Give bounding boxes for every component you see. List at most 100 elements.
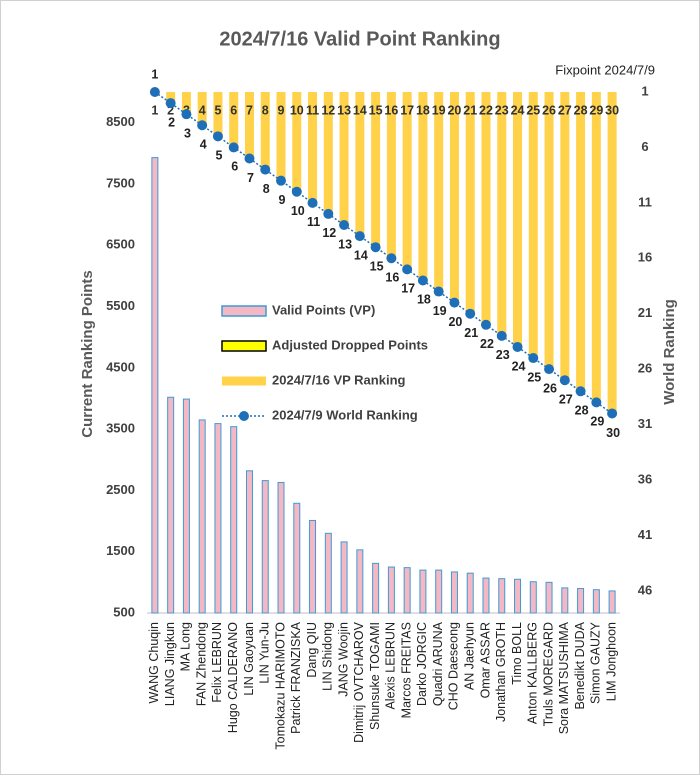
points-bar xyxy=(561,587,569,614)
ranking-label: 14 xyxy=(354,248,368,262)
points-bar xyxy=(435,569,443,614)
ranking-marker xyxy=(339,220,350,231)
rank-bar xyxy=(576,92,586,392)
ranking-label: 15 xyxy=(370,259,384,273)
ranking-label: 13 xyxy=(338,237,352,251)
x-tick-label: Benedikt DUDA xyxy=(573,621,587,709)
rank-bar xyxy=(465,92,475,314)
rank-bar-label: 22 xyxy=(479,103,493,117)
rank-bar-label: 15 xyxy=(369,103,383,117)
y2-tick-label: 11 xyxy=(638,194,652,209)
rank-bar xyxy=(181,92,191,115)
x-tick-label: Jonathan GROTH xyxy=(494,622,508,722)
ranking-marker xyxy=(402,264,413,275)
points-bar xyxy=(182,398,190,614)
ranking-marker xyxy=(244,153,255,164)
ranking-marker xyxy=(386,253,397,264)
points-bar xyxy=(340,541,348,614)
ranking-marker xyxy=(528,353,539,364)
legend-swatch xyxy=(221,340,267,352)
rank-bar xyxy=(418,92,428,281)
ranking-marker xyxy=(291,186,302,197)
rank-bar-label: 25 xyxy=(526,103,540,117)
ranking-marker xyxy=(496,330,507,341)
x-tick-label: Patrick FRANZISKA xyxy=(289,621,303,733)
subtitle: Fixpoint 2024/7/9 xyxy=(555,62,655,77)
ranking-marker xyxy=(559,375,570,386)
ranking-label: 30 xyxy=(606,426,620,440)
points-bar xyxy=(498,578,506,614)
x-tick-label: LIANG Jingkun xyxy=(163,622,177,706)
rank-bar-label: 20 xyxy=(447,103,461,117)
rank-bar xyxy=(371,92,381,248)
x-tick-label: Dang QIU xyxy=(305,622,319,678)
ranking-marker xyxy=(480,319,491,330)
x-tick-label: Felix LEBRUN xyxy=(210,622,224,703)
rank-bar-label: 27 xyxy=(558,103,572,117)
rank-bar xyxy=(497,92,507,336)
rank-bar-label: 18 xyxy=(416,103,430,117)
rank-bar-label: 4 xyxy=(199,103,206,117)
rank-bar xyxy=(481,92,491,325)
points-bar xyxy=(293,502,301,614)
rank-bar xyxy=(292,92,302,192)
rank-bar-label: 5 xyxy=(214,103,221,117)
ranking-label: 2 xyxy=(168,115,175,129)
rank-bar xyxy=(449,92,459,303)
y2-tick-label: 1 xyxy=(641,83,648,98)
x-tick-label: LIN Yun-Ju xyxy=(258,622,272,684)
rank-bar-label: 1 xyxy=(151,103,158,117)
y-tick-label: 5500 xyxy=(106,298,135,313)
ranking-label: 22 xyxy=(480,337,494,351)
ranking-label: 27 xyxy=(559,393,573,407)
rank-bar xyxy=(276,92,286,181)
points-bar xyxy=(419,569,427,614)
points-bar xyxy=(545,581,553,614)
ranking-label: 17 xyxy=(401,282,415,296)
points-bar xyxy=(167,396,175,614)
rank-bar-label: 6 xyxy=(230,103,237,117)
y2-tick-label: 31 xyxy=(638,416,652,431)
rank-bar-label: 28 xyxy=(574,103,588,117)
rank-bar-label: 9 xyxy=(278,103,285,117)
rank-bar-label: 10 xyxy=(290,103,304,117)
y-tick-label: 3500 xyxy=(106,421,135,436)
rank-bar xyxy=(402,92,412,270)
rank-bar xyxy=(607,92,617,414)
rank-bar xyxy=(591,92,601,403)
x-tick-label: Dimitrij OVTCHAROV xyxy=(352,621,366,742)
rank-bar xyxy=(434,92,444,292)
y2-tick-label: 26 xyxy=(638,361,652,376)
ranking-label: 6 xyxy=(231,160,238,174)
rank-bar-label: 30 xyxy=(605,103,619,117)
x-tick-label: AN Jaehyun xyxy=(463,622,477,690)
ranking-label: 24 xyxy=(512,359,526,373)
x-tick-label: Quadri ARUNA xyxy=(431,621,445,706)
ranking-label: 3 xyxy=(184,126,191,140)
x-tick-label: Timo BOLL xyxy=(510,622,524,685)
points-bar xyxy=(245,470,253,614)
y2-tick-label: 6 xyxy=(641,139,648,154)
ranking-marker xyxy=(465,308,476,319)
ranking-marker xyxy=(165,98,176,109)
y2-tick-label: 16 xyxy=(638,250,652,265)
points-bar xyxy=(261,480,269,614)
points-bar xyxy=(277,481,285,614)
rank-bar-label: 19 xyxy=(432,103,446,117)
ranking-marker xyxy=(149,87,160,97)
rank-bar-label: 13 xyxy=(337,103,351,117)
points-bar xyxy=(372,562,380,614)
rank-bar xyxy=(513,92,523,347)
y-tick-label: 7500 xyxy=(106,175,135,190)
x-tick-label: Simon GAUZY xyxy=(589,621,603,704)
rank-bar-label: 21 xyxy=(463,103,477,117)
rank-bar xyxy=(355,92,365,237)
y-tick-label: 6500 xyxy=(106,237,135,252)
x-tick-label: LIN Shidong xyxy=(321,622,335,691)
ranking-label: 25 xyxy=(527,370,541,384)
points-bar xyxy=(324,532,332,614)
ranking-marker xyxy=(276,175,287,186)
ranking-label: 9 xyxy=(279,193,286,207)
x-tick-label: Omar ASSAR xyxy=(478,622,492,698)
